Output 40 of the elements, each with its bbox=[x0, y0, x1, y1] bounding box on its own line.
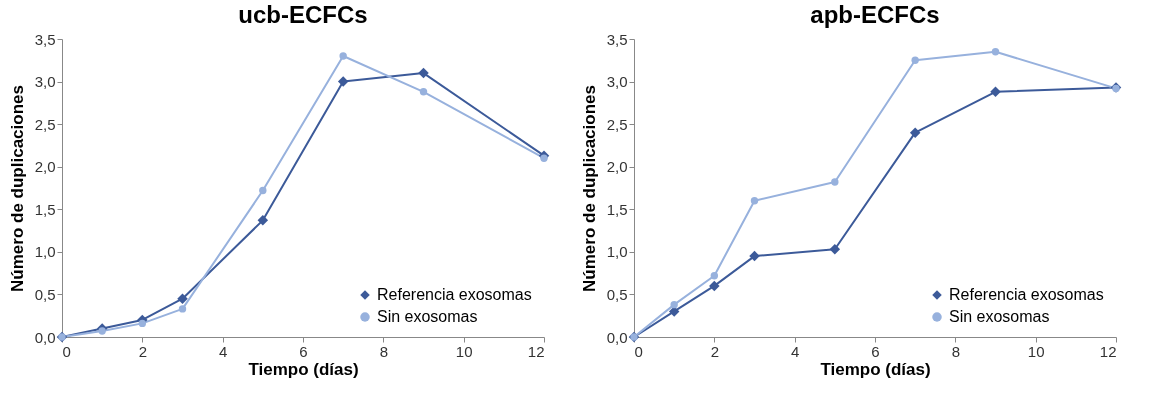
y-axis-title: Número de duplicaciones bbox=[579, 85, 599, 292]
x-axis-title: Tiempo (días) bbox=[820, 359, 931, 379]
x-tick-label: 12 bbox=[1099, 342, 1117, 360]
y-tick-label: 2,5 bbox=[34, 115, 56, 133]
y-tick-label: 0,5 bbox=[606, 285, 628, 303]
x-tick-label: 4 bbox=[790, 342, 800, 360]
chart-title: ucb-ECFCs bbox=[238, 1, 368, 28]
x-tick-label: 6 bbox=[871, 342, 880, 360]
y-tick-label: 3,5 bbox=[34, 30, 56, 48]
x-axis-title: Tiempo (días) bbox=[248, 359, 359, 379]
y-tick-label: 2,0 bbox=[34, 158, 56, 176]
x-tick-label: 2 bbox=[710, 342, 720, 360]
x-tick-label: 0 bbox=[634, 342, 643, 360]
y-tick-label: 1,5 bbox=[606, 200, 628, 218]
legend-label: Sin exosomas bbox=[377, 308, 478, 325]
y-tick-label: 2,5 bbox=[606, 115, 628, 133]
x-tick-label: 10 bbox=[1027, 342, 1045, 360]
y-tick-label: 2,0 bbox=[606, 158, 628, 176]
y-tick-label: 1,0 bbox=[606, 243, 628, 261]
y-axis-title: Número de duplicaciones bbox=[7, 85, 27, 292]
y-tick-label: 3,0 bbox=[606, 73, 628, 91]
x-tick-label: 8 bbox=[379, 342, 389, 360]
y-tick-label: 0,0 bbox=[34, 328, 56, 346]
chart-title: apb-ECFCs bbox=[810, 1, 940, 28]
y-tick-label: 3,5 bbox=[606, 30, 628, 48]
y-tick-label: 0,5 bbox=[34, 285, 56, 303]
legend-label: Referencia exosomas bbox=[949, 286, 1104, 303]
x-tick-label: 12 bbox=[527, 342, 545, 360]
y-tick-label: 1,5 bbox=[34, 200, 56, 218]
y-tick-label: 1,0 bbox=[34, 243, 56, 261]
legend-label: Sin exosomas bbox=[949, 308, 1050, 325]
x-tick-label: 4 bbox=[218, 342, 228, 360]
x-tick-label: 8 bbox=[951, 342, 961, 360]
x-tick-label: 0 bbox=[62, 342, 71, 360]
x-tick-label: 2 bbox=[138, 342, 148, 360]
y-tick-label: 0,0 bbox=[606, 328, 628, 346]
y-tick-label: 3,0 bbox=[34, 73, 56, 91]
x-tick-label: 10 bbox=[455, 342, 473, 360]
x-tick-label: 6 bbox=[299, 342, 308, 360]
legend-label: Referencia exosomas bbox=[377, 286, 532, 303]
